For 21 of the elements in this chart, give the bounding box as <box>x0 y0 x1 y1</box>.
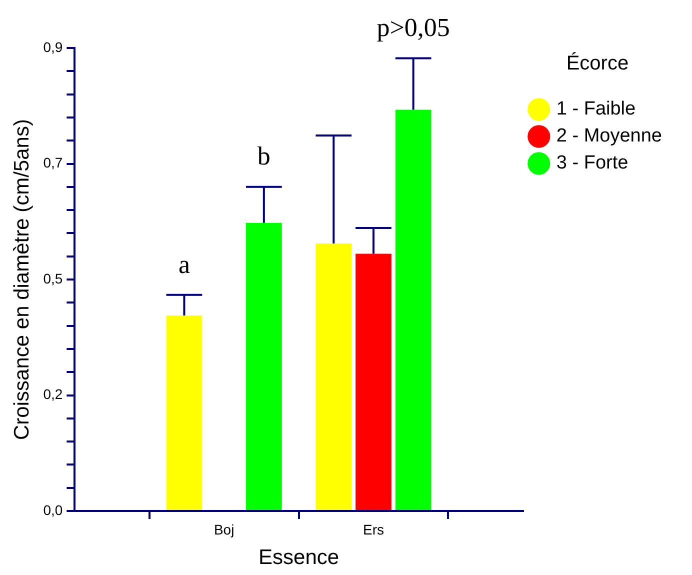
y-tick-label: 0,0 <box>43 502 63 518</box>
legend-label: 2 - Moyenne <box>556 126 662 147</box>
y-axis-title: Croissance en diamètre (cm/5ans) <box>10 119 34 440</box>
y-tick-label: 0,2 <box>43 386 63 402</box>
x-tick-label: Boj <box>214 521 234 538</box>
bar <box>316 243 352 510</box>
bar <box>395 110 432 510</box>
legend-label: 3 - Forte <box>556 152 628 174</box>
y-tick-label: 0,5 <box>43 270 63 286</box>
legend-title: Écorce <box>566 52 629 75</box>
bar <box>356 254 392 510</box>
y-tick-label: 0,9 <box>43 38 63 55</box>
y-tick-label: 0,7 <box>43 154 63 171</box>
bar <box>246 222 282 510</box>
text: p>0,05 <box>376 13 450 42</box>
x-axis-title: Essence <box>258 546 340 570</box>
annotation: b <box>257 142 270 171</box>
x-tick-label: Ers <box>362 521 384 538</box>
legend-label: 1 - Faible <box>556 98 636 120</box>
bar <box>166 316 202 510</box>
annotation: a <box>178 250 190 279</box>
